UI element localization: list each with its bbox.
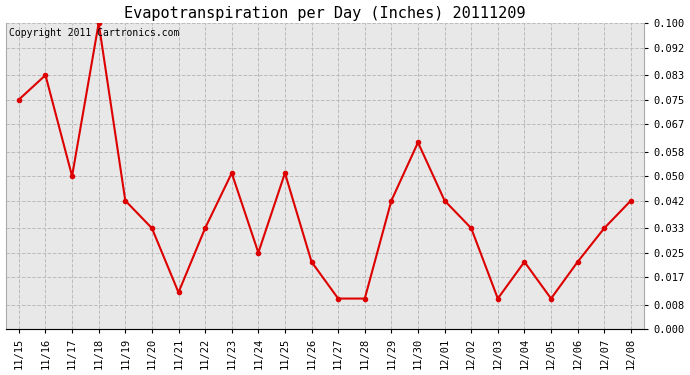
Text: Copyright 2011 Cartronics.com: Copyright 2011 Cartronics.com [9,28,179,38]
Title: Evapotranspiration per Day (Inches) 20111209: Evapotranspiration per Day (Inches) 2011… [124,6,526,21]
